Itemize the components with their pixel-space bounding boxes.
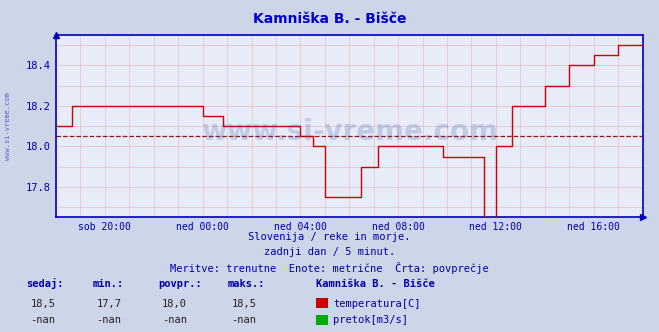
Text: 18,5: 18,5	[30, 299, 55, 309]
Text: zadnji dan / 5 minut.: zadnji dan / 5 minut.	[264, 247, 395, 257]
Text: temperatura[C]: temperatura[C]	[333, 299, 421, 309]
Text: -nan: -nan	[231, 315, 256, 325]
Text: Meritve: trenutne  Enote: metrične  Črta: povprečje: Meritve: trenutne Enote: metrične Črta: …	[170, 262, 489, 274]
Text: -nan: -nan	[96, 315, 121, 325]
Text: min.:: min.:	[92, 279, 123, 289]
Text: Slovenija / reke in morje.: Slovenija / reke in morje.	[248, 232, 411, 242]
Text: 17,7: 17,7	[96, 299, 121, 309]
Text: povpr.:: povpr.:	[158, 279, 202, 289]
Text: maks.:: maks.:	[227, 279, 265, 289]
Text: www.si-vreme.com: www.si-vreme.com	[201, 118, 498, 146]
Text: 18,5: 18,5	[231, 299, 256, 309]
Text: 18,0: 18,0	[162, 299, 187, 309]
Text: pretok[m3/s]: pretok[m3/s]	[333, 315, 409, 325]
Text: -nan: -nan	[162, 315, 187, 325]
Text: sedaj:: sedaj:	[26, 278, 64, 290]
Text: -nan: -nan	[30, 315, 55, 325]
Text: Kamniška B. - Bišče: Kamniška B. - Bišče	[253, 12, 406, 26]
Text: Kamniška B. - Bišče: Kamniška B. - Bišče	[316, 279, 435, 289]
Text: www.si-vreme.com: www.si-vreme.com	[5, 92, 11, 160]
